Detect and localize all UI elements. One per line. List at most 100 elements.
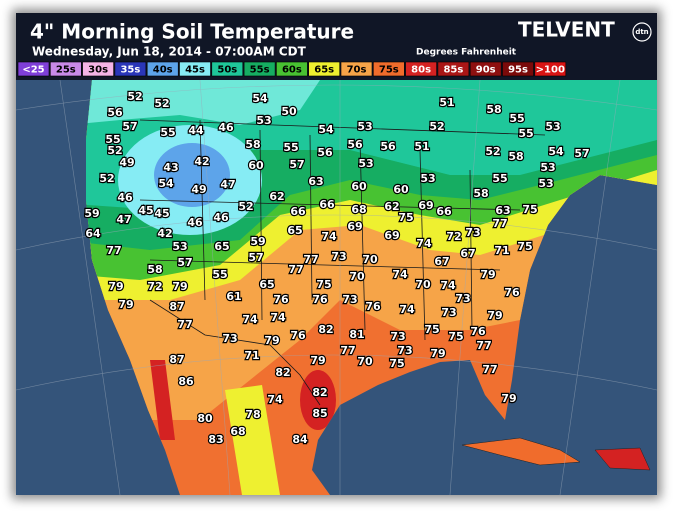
legend-label: 35s [120, 65, 140, 76]
legend-swatch [114, 61, 147, 77]
station-value: 80 [197, 412, 213, 425]
station-value: 79 [310, 354, 325, 367]
boundaries [139, 119, 546, 406]
station-value: 87 [169, 353, 184, 366]
station-value: 74 [440, 279, 456, 292]
station-value: 73 [397, 344, 412, 357]
station-value: 73 [455, 292, 470, 305]
legend-swatch [146, 61, 179, 77]
station-value: 79 [480, 268, 495, 281]
legend-label: 60s [282, 65, 302, 76]
station-value: 56 [317, 146, 333, 159]
legend-label: 90s [476, 65, 496, 76]
legend-label: 55s [250, 65, 270, 76]
station-value: 76 [312, 293, 328, 306]
station-value: 77 [106, 244, 121, 257]
station-value: 79 [172, 280, 187, 293]
legend-swatch [17, 61, 50, 77]
brand-sub: dtn [635, 28, 648, 36]
station-value: 74 [242, 313, 258, 326]
hispaniola [594, 447, 651, 471]
station-value: 52 [154, 97, 169, 110]
legend-swatch [211, 61, 244, 77]
station-value: 72 [446, 230, 461, 243]
station-value: 63 [495, 204, 510, 217]
station-value: 47 [116, 213, 131, 226]
station-value: 82 [312, 386, 327, 399]
station-value: 69 [347, 220, 362, 233]
station-value: 71 [494, 244, 509, 257]
station-value: 68 [351, 203, 366, 216]
station-value: 57 [177, 256, 192, 269]
legend-label: <25 [22, 65, 44, 76]
station-value: 65 [214, 240, 229, 253]
station-value: 53 [358, 157, 373, 170]
legend-swatch [243, 61, 276, 77]
legend-label: 80s [411, 65, 431, 76]
station-value: 74 [392, 268, 408, 281]
station-value: 84 [292, 433, 308, 446]
brand-logo [632, 22, 652, 42]
station-value: 70 [357, 355, 373, 368]
station-value: 82 [275, 366, 290, 379]
station-value: 73 [342, 293, 357, 306]
station-value: 73 [222, 332, 237, 345]
station-value: 76 [273, 293, 289, 306]
station-value: 57 [289, 158, 304, 171]
station-value: 65 [287, 224, 302, 237]
station-value: 46 [213, 211, 229, 224]
station-value: 74 [270, 311, 286, 324]
station-value: 75 [424, 323, 439, 336]
station-value: 76 [470, 325, 486, 338]
station-value: 42 [157, 227, 172, 240]
legend-label: 50s [217, 65, 237, 76]
station-value: 51 [439, 96, 454, 109]
legend-label: 75s [379, 65, 399, 76]
station-value: 51 [414, 140, 429, 153]
station-value: 52 [429, 120, 444, 133]
station-value: 79 [118, 298, 133, 311]
station-value: 50 [281, 105, 297, 118]
station-value: 70 [349, 270, 365, 283]
subtitle: Wednesday, Jun 18, 2014 - 07:00AM CDT [32, 45, 307, 59]
station-value: 79 [501, 392, 516, 405]
legend-label: 95s [508, 65, 528, 76]
station-value: 45 [154, 207, 169, 220]
station-value: 78 [245, 408, 260, 421]
station-value: 79 [264, 334, 279, 347]
station-value: 62 [269, 190, 284, 203]
station-value: 75 [517, 240, 532, 253]
station-value: 52 [99, 172, 114, 185]
station-value: 58 [245, 138, 260, 151]
station-value: 42 [194, 155, 209, 168]
station-value: 53 [357, 120, 372, 133]
station-value: 53 [540, 161, 555, 174]
legend-swatch [49, 61, 82, 77]
station-value: 66 [319, 198, 335, 211]
station-value: 58 [473, 187, 488, 200]
station-value: 47 [220, 178, 235, 191]
legend-swatch [372, 61, 405, 77]
station-value: 79 [108, 280, 123, 293]
legend-swatch [179, 61, 211, 77]
station-value: 77 [288, 263, 303, 276]
station-value: 45 [138, 204, 153, 217]
station-value: 46 [218, 121, 234, 134]
station-value: 69 [418, 199, 433, 212]
brand: TELVENT [518, 18, 615, 42]
station-value: 53 [545, 120, 560, 133]
station-value: 86 [178, 375, 194, 388]
legend-swatch [405, 61, 437, 77]
station-value: 57 [574, 147, 589, 160]
station-value: 72 [147, 280, 162, 293]
station-value: 52 [127, 90, 142, 103]
station-value: 76 [504, 286, 520, 299]
station-value: 66 [436, 205, 452, 218]
graticule [16, 79, 657, 495]
station-value: 77 [303, 253, 318, 266]
legend-swatch [534, 61, 567, 77]
station-value: 76 [365, 300, 381, 313]
station-value: 54 [252, 92, 268, 105]
station-value: 55 [492, 172, 507, 185]
